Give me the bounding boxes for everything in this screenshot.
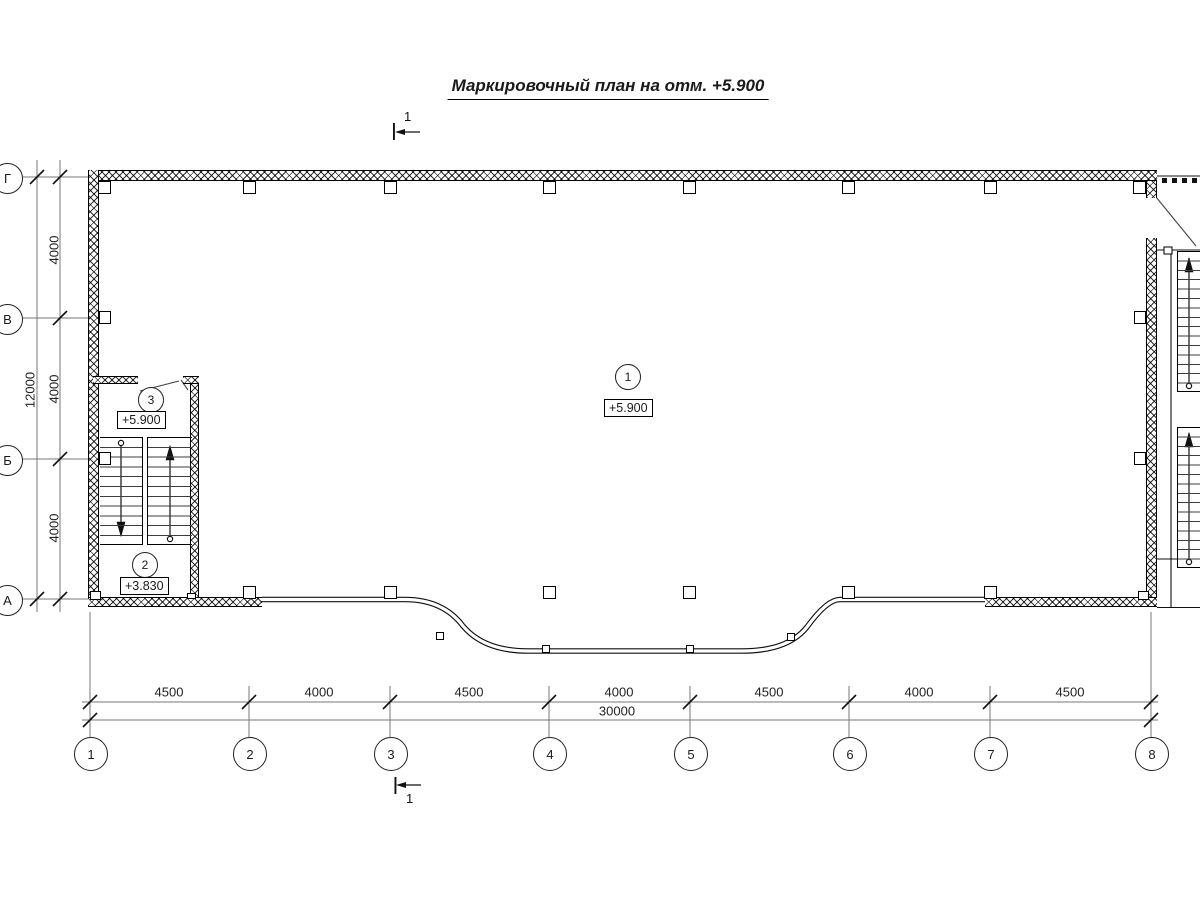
dimension-ticks [29, 169, 1159, 728]
section-label-bottom: 1 [406, 791, 414, 806]
room-tag-stair-upper: 3 [138, 387, 164, 413]
row-axis-lines [20, 176, 88, 600]
column-marker [243, 181, 256, 194]
wall-top [88, 170, 1157, 181]
mullion-marker [542, 645, 550, 653]
wall-right [1146, 238, 1157, 607]
bottom-dimension-lines [82, 612, 1158, 737]
elevation-label-stair-lower: +3.830 [120, 577, 169, 595]
elevation-label-stair-upper: +5.900 [117, 411, 166, 429]
curtain-wall-bay [262, 596, 985, 654]
column-marker [683, 181, 696, 194]
dim-label-1-2: 4500 [154, 684, 184, 700]
column-marker [984, 586, 997, 599]
wall-bottom-right [985, 597, 1157, 607]
column-marker [543, 181, 556, 194]
column-marker [187, 593, 196, 599]
column-marker [842, 586, 855, 599]
dim-label-4-5: 4000 [604, 684, 634, 700]
dim-label-v-b: 4000 [46, 374, 62, 404]
dim-label-6-7: 4000 [904, 684, 934, 700]
column-marker [384, 181, 397, 194]
mullion-marker [686, 645, 694, 653]
column-marker [99, 452, 111, 465]
dim-label-2-3: 4000 [304, 684, 334, 700]
grid-column-bubble-7: 7 [974, 737, 1008, 771]
grid-column-bubble-4: 4 [533, 737, 567, 771]
wall-room3-corner [183, 376, 199, 384]
column-marker [384, 586, 397, 599]
room-tag-hall: 1 [615, 364, 641, 390]
section-label-top: 1 [404, 109, 412, 124]
drawing-title: Маркировочный план на отм. +5.900 [447, 76, 769, 100]
left-dimension-lines [36, 160, 61, 612]
mullion-marker [436, 632, 444, 640]
dim-label-g-v: 4000 [46, 235, 62, 265]
stair-flight-up [148, 437, 192, 545]
column-marker [1134, 311, 1146, 324]
dim-label-total-width: 30000 [598, 703, 636, 719]
dim-label-b-a: 4000 [46, 513, 62, 543]
door-swing-lines [139, 196, 1197, 392]
column-marker [1133, 181, 1146, 194]
grid-column-bubble-6: 6 [833, 737, 867, 771]
wall-right-stub [1146, 181, 1157, 198]
dim-label-3-4: 4500 [454, 684, 484, 700]
right-stair-flight-1 [1177, 251, 1200, 392]
column-marker [1138, 591, 1149, 600]
dim-label-7-8: 4500 [1055, 684, 1085, 700]
column-marker [543, 586, 556, 599]
column-marker [98, 181, 111, 194]
section-cut-marks [393, 123, 421, 794]
wall-left [88, 170, 99, 607]
grid-column-bubble-3: 3 [374, 737, 408, 771]
grid-column-bubble-2: 2 [233, 737, 267, 771]
column-marker [90, 591, 101, 600]
mullion-marker [787, 633, 795, 641]
grid-column-bubble-8: 8 [1135, 737, 1169, 771]
dim-label-total-height: 12000 [22, 371, 38, 409]
column-marker [243, 586, 256, 599]
grid-column-bubble-1: 1 [74, 737, 108, 771]
right-stair-lines [1157, 175, 1200, 609]
wall-room3-top [93, 376, 138, 384]
grid-column-bubble-5: 5 [674, 737, 708, 771]
column-marker [683, 586, 696, 599]
stair-direction-arrows [116, 256, 1194, 566]
dim-label-5-6: 4500 [754, 684, 784, 700]
wall-bottom-left [88, 597, 262, 607]
column-marker [984, 181, 997, 194]
column-marker [1134, 452, 1146, 465]
elevation-label-hall: +5.900 [604, 399, 653, 417]
room-tag-stair-lower: 2 [132, 552, 158, 578]
column-marker [99, 311, 111, 324]
column-marker [842, 181, 855, 194]
stair-middle-stringer [142, 437, 148, 545]
right-stair-flight-2 [1177, 427, 1200, 568]
